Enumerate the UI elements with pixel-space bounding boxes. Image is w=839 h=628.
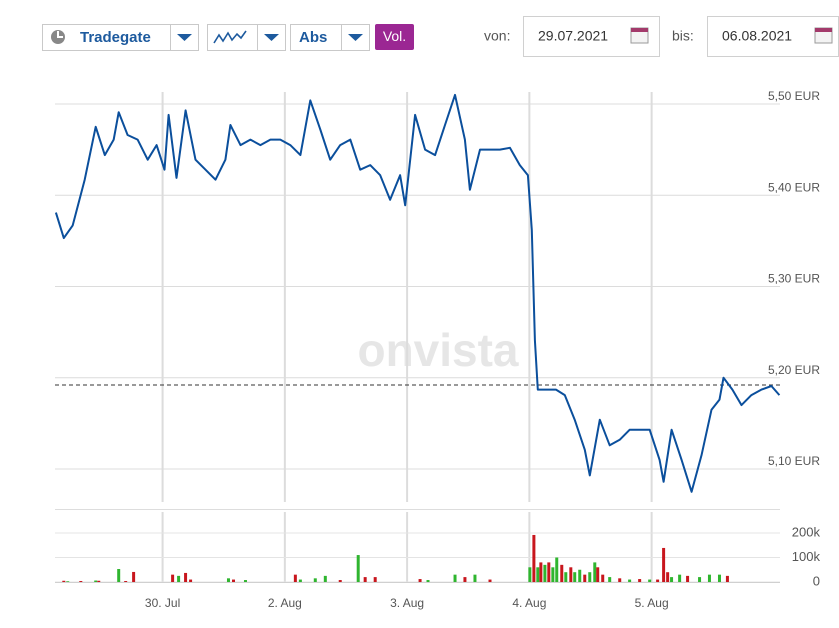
volume-bar: [177, 575, 181, 582]
x-tick-label: 2. Aug: [268, 596, 302, 610]
volume-bar: [463, 577, 467, 582]
volume-bar: [596, 567, 600, 582]
y-tick-label: 5,20 EUR: [768, 363, 820, 377]
volume-bar: [62, 580, 66, 582]
volume-bar: [117, 569, 121, 582]
volume-bar: [555, 557, 559, 582]
volume-bar: [488, 579, 492, 582]
volume-bar: [593, 562, 597, 582]
volume-bar: [426, 580, 430, 582]
volume-bar: [608, 577, 612, 582]
volume-bar: [124, 581, 128, 582]
watermark: onvista: [357, 324, 518, 376]
volume-bar: [338, 580, 342, 582]
volume-bar: [532, 534, 536, 582]
volume-bar: [543, 564, 547, 582]
mode-select[interactable]: Abs: [290, 24, 370, 51]
volume-bar: [573, 572, 577, 582]
volume-button-label: Vol.: [383, 28, 406, 44]
volume-bar: [373, 577, 377, 582]
from-date-input[interactable]: 29.07.2021: [523, 16, 660, 57]
x-tick-label: 4. Aug: [512, 596, 546, 610]
price-line: [54, 93, 781, 493]
volume-bar: [569, 567, 573, 582]
x-tick-label: 30. Jul: [145, 596, 180, 610]
y-tick-label: 5,40 EUR: [768, 180, 820, 194]
volume-bar: [560, 564, 564, 582]
volume-bar: [243, 580, 247, 582]
volume-bar: [686, 575, 690, 582]
volume-bar: [473, 574, 477, 582]
volume-bar: [551, 567, 555, 582]
volume-button[interactable]: Vol.: [375, 24, 414, 50]
volume-bar: [356, 555, 360, 582]
volume-bar: [293, 574, 297, 582]
volume-bar: [453, 574, 457, 582]
volume-bar: [231, 579, 235, 582]
volume-bar: [323, 575, 327, 582]
volume-bar: [79, 581, 83, 582]
y-tick-label: 5,10 EUR: [768, 454, 820, 468]
volume-tick-label: 100k: [792, 549, 821, 564]
y-tick-label: 5,50 EUR: [768, 89, 820, 103]
volume-bar: [678, 574, 682, 582]
volume-bar: [97, 580, 101, 582]
volume-bar: [184, 572, 188, 582]
volume-bar: [638, 579, 642, 582]
y-tick-label: 5,30 EUR: [768, 272, 820, 286]
from-date: 29.07.2021: [538, 28, 608, 44]
volume-bar: [564, 572, 568, 582]
volume-bar: [628, 579, 632, 582]
volume-bar: [656, 579, 660, 582]
x-tick-label: 5. Aug: [635, 596, 669, 610]
volume-bar: [578, 569, 582, 582]
volume-bar: [298, 579, 302, 582]
chart-type-select[interactable]: [207, 24, 286, 51]
exchange-label: Tradegate: [80, 29, 151, 46]
volume-bar: [601, 574, 605, 582]
volume-bar: [418, 579, 422, 582]
volume-bar: [666, 572, 670, 582]
volume-bar: [363, 577, 367, 582]
volume-tick-label: 200k: [792, 524, 821, 539]
to-date-input[interactable]: 06.08.2021: [707, 16, 839, 57]
to-date: 06.08.2021: [722, 28, 792, 44]
volume-bar: [698, 577, 702, 582]
volume-bar: [226, 578, 230, 582]
mode-label: Abs: [299, 29, 327, 46]
volume-bar: [588, 572, 592, 582]
volume-bar: [536, 567, 540, 582]
volume-bar: [94, 580, 98, 582]
volume-bar: [583, 574, 587, 582]
volume-bar: [618, 578, 622, 582]
exchange-select[interactable]: Tradegate: [42, 24, 199, 51]
x-tick-label: 3. Aug: [390, 596, 424, 610]
volume-tick-label: 0: [813, 573, 820, 588]
volume-bar: [670, 577, 674, 582]
volume-bar: [528, 567, 532, 582]
to-label: bis:: [672, 28, 694, 44]
volume-bar: [539, 562, 543, 582]
volume-bar: [189, 579, 193, 582]
from-label: von:: [484, 28, 510, 44]
volume-bar: [707, 574, 711, 582]
volume-bar: [725, 575, 729, 582]
volume-bar: [132, 571, 136, 582]
volume-bar: [66, 581, 70, 582]
volume-bar: [717, 574, 721, 582]
volume-bar: [171, 574, 175, 582]
volume-bar: [547, 562, 551, 582]
volume-bar: [662, 547, 666, 582]
volume-bar: [313, 578, 317, 582]
volume-bar: [648, 579, 652, 582]
